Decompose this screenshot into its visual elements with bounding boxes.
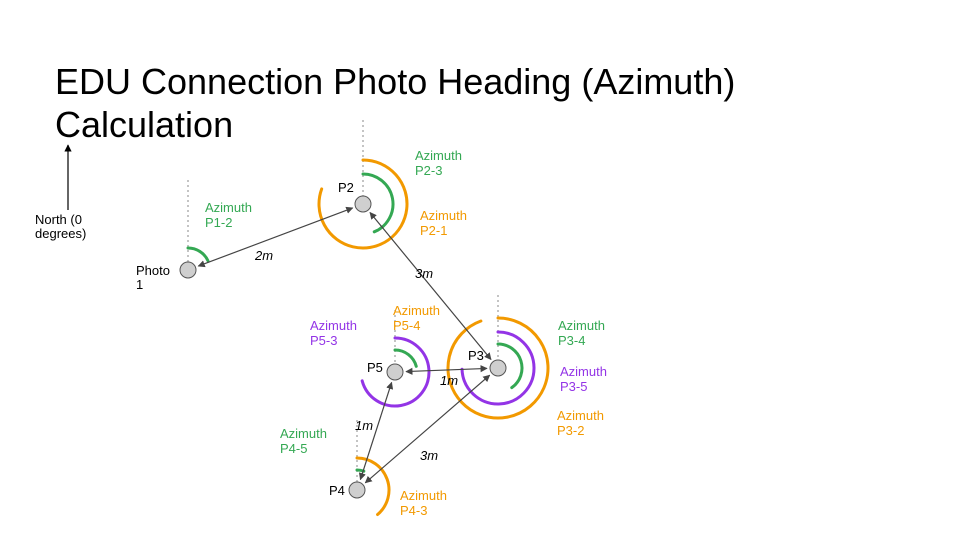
photo-node-P2 — [355, 196, 371, 212]
node-label: 1 — [136, 277, 143, 292]
azimuth-arc — [188, 248, 208, 261]
distance-label: 3m — [420, 448, 438, 463]
azimuth-label: P1-2 — [205, 215, 232, 230]
node-label: P4 — [329, 483, 345, 498]
photo-node-P5 — [387, 364, 403, 380]
azimuth-label: P2-3 — [415, 163, 442, 178]
photo-node-P3 — [490, 360, 506, 376]
azimuth-label: Azimuth — [558, 318, 605, 333]
azimuth-label: P3-2 — [557, 423, 584, 438]
azimuth-label: Azimuth — [310, 318, 357, 333]
azimuth-label: Azimuth — [557, 408, 604, 423]
north-label: degrees) — [35, 226, 86, 241]
photo-node-P4 — [349, 482, 365, 498]
azimuth-label: Azimuth — [393, 303, 440, 318]
azimuth-label: P4-5 — [280, 441, 307, 456]
photo-node-P1 — [180, 262, 196, 278]
edge-P4-P3 — [365, 375, 489, 483]
node-label: Photo — [136, 263, 170, 278]
distance-label: 1m — [355, 418, 373, 433]
azimuth-label: Azimuth — [420, 208, 467, 223]
azimuth-label: Azimuth — [560, 364, 607, 379]
layer-edges — [198, 208, 491, 483]
distance-label: 1m — [440, 373, 458, 388]
distance-label: 2m — [254, 248, 273, 263]
azimuth-label: Azimuth — [400, 488, 447, 503]
node-label: P2 — [338, 180, 354, 195]
node-label: P3 — [468, 348, 484, 363]
diagram-canvas: Photo1P2P3P5P42m3m1m1m3mAzimuthP1-2Azimu… — [0, 0, 960, 540]
azimuth-label: P5-4 — [393, 318, 420, 333]
azimuth-label: P3-4 — [558, 333, 585, 348]
azimuth-label: Azimuth — [415, 148, 462, 163]
distance-label: 3m — [415, 266, 433, 281]
layer-dotted-north-lines — [188, 120, 498, 488]
azimuth-label: P2-1 — [420, 223, 447, 238]
azimuth-label: P3-5 — [560, 379, 587, 394]
azimuth-label: Azimuth — [280, 426, 327, 441]
azimuth-arc — [395, 350, 416, 366]
azimuth-label: Azimuth — [205, 200, 252, 215]
layer-nodes — [180, 196, 506, 498]
node-label: P5 — [367, 360, 383, 375]
north-arrow: North (0degrees) — [35, 145, 86, 241]
north-label: North (0 — [35, 212, 82, 227]
azimuth-label: P5-3 — [310, 333, 337, 348]
azimuth-label: P4-3 — [400, 503, 427, 518]
